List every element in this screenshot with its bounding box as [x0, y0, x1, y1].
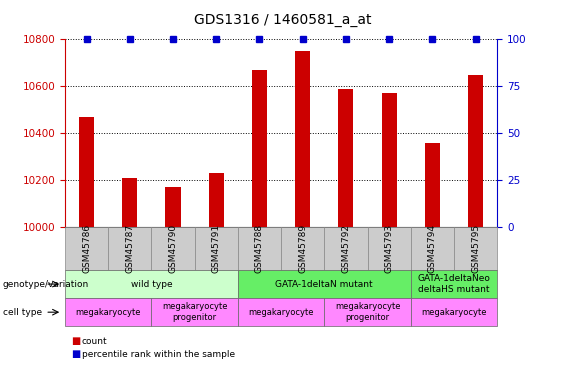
Text: GSM45789: GSM45789	[298, 224, 307, 273]
Bar	[338, 88, 354, 227]
Bar	[381, 93, 397, 227]
Text: GSM45787: GSM45787	[125, 224, 134, 273]
Text: ■: ■	[71, 350, 80, 359]
Text: GATA-1deltaN mutant: GATA-1deltaN mutant	[276, 280, 373, 289]
Bar	[166, 187, 181, 227]
Text: megakaryocyte: megakaryocyte	[421, 308, 486, 316]
Text: megakaryocyte: megakaryocyte	[249, 308, 314, 316]
Text: GATA-1deltaNeo
deltaHS mutant: GATA-1deltaNeo deltaHS mutant	[418, 274, 490, 294]
Text: GSM45788: GSM45788	[255, 224, 264, 273]
Text: GSM45794: GSM45794	[428, 224, 437, 273]
Text: GSM45795: GSM45795	[471, 224, 480, 273]
Text: GSM45790: GSM45790	[168, 224, 177, 273]
Bar	[208, 173, 224, 227]
Text: GSM45791: GSM45791	[212, 224, 221, 273]
Text: GSM45786: GSM45786	[82, 224, 91, 273]
Bar	[468, 75, 483, 227]
Text: GSM45792: GSM45792	[341, 224, 350, 273]
Bar	[295, 51, 310, 227]
Text: cell type: cell type	[3, 308, 42, 316]
Text: ■: ■	[71, 336, 80, 346]
Bar	[79, 117, 94, 227]
Text: megakaryocyte
progenitor: megakaryocyte progenitor	[162, 303, 227, 322]
Bar	[122, 178, 137, 227]
Text: wild type: wild type	[131, 280, 172, 289]
Text: count: count	[82, 337, 107, 346]
Text: GSM45793: GSM45793	[385, 224, 394, 273]
Text: megakaryocyte: megakaryocyte	[76, 308, 141, 316]
Text: GDS1316 / 1460581_a_at: GDS1316 / 1460581_a_at	[194, 13, 371, 27]
Bar	[425, 142, 440, 227]
Bar	[252, 70, 267, 227]
Text: megakaryocyte
progenitor: megakaryocyte progenitor	[335, 303, 400, 322]
Text: genotype/variation: genotype/variation	[3, 280, 89, 289]
Text: percentile rank within the sample: percentile rank within the sample	[82, 350, 235, 359]
